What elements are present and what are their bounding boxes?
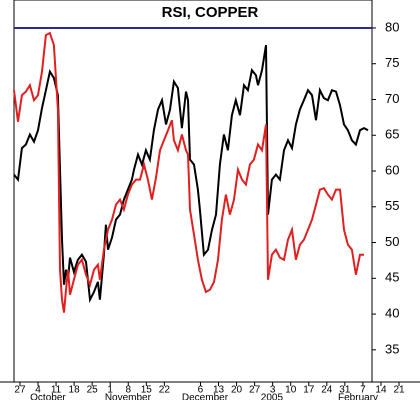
x-tick-label: 27 bbox=[249, 385, 261, 396]
x-tick-label: 15 bbox=[141, 385, 153, 396]
x-tick-label: 22 bbox=[159, 385, 171, 396]
x-tick-label: 27 bbox=[14, 385, 26, 396]
y-tick-label: 35 bbox=[385, 341, 399, 356]
series-line bbox=[13, 31, 364, 313]
month-label: December bbox=[182, 393, 229, 400]
y-tick-label: 65 bbox=[385, 127, 399, 142]
y-tick-label: 60 bbox=[385, 162, 399, 177]
x-tick-label: 20 bbox=[231, 385, 243, 396]
month-label: October bbox=[30, 393, 66, 400]
x-tick-label: 13 bbox=[213, 385, 225, 396]
x-tick-label: 11 bbox=[51, 385, 62, 396]
y-tick-label: 75 bbox=[385, 55, 399, 70]
y-tick-label: 70 bbox=[385, 91, 399, 106]
x-tick-label: 24 bbox=[321, 385, 333, 396]
x-tick-label: 18 bbox=[69, 385, 81, 396]
month-label: 2005 bbox=[261, 393, 284, 400]
x-tick-label: 10 bbox=[285, 385, 297, 396]
y-tick-label: 40 bbox=[385, 305, 399, 320]
y-tick-label: 80 bbox=[385, 19, 399, 34]
month-label: November bbox=[105, 393, 152, 400]
x-tick-label: 8 bbox=[125, 385, 131, 396]
x-tick-label: 17 bbox=[303, 385, 315, 396]
x-tick-label: 25 bbox=[87, 385, 99, 396]
x-tick-label: 3 bbox=[270, 385, 276, 396]
y-tick-label: 50 bbox=[385, 234, 399, 249]
x-tick-label: 4 bbox=[35, 385, 41, 396]
y-tick-label: 45 bbox=[385, 270, 399, 285]
y-tick-label: 55 bbox=[385, 198, 399, 213]
x-tick-label: 14 bbox=[375, 385, 387, 396]
x-tick-label: 21 bbox=[393, 385, 405, 396]
x-tick-label: 31 bbox=[339, 385, 351, 396]
x-tick-label: 7 bbox=[360, 385, 366, 396]
x-tick-label: 6 bbox=[198, 385, 204, 396]
chart-title: RSI, COPPER bbox=[162, 4, 259, 21]
plot-frame bbox=[13, 0, 373, 383]
month-label: February bbox=[338, 393, 378, 400]
x-tick-label: 1 bbox=[107, 385, 113, 396]
